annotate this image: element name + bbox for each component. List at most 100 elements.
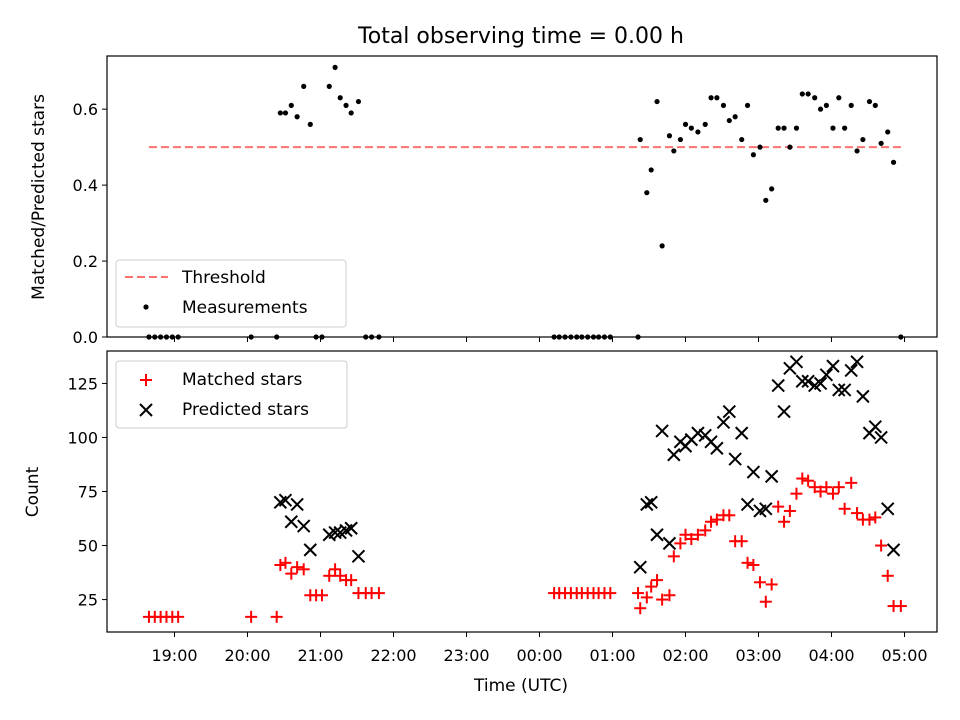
bottom-y-ticks: 25 50 75 100 125: [67, 374, 107, 610]
matched-star-point: [699, 524, 712, 537]
matched-star-point: [741, 556, 754, 569]
predicted-star-point: [633, 560, 647, 574]
predicted-star-point: [801, 374, 815, 388]
x-tick-label: 04:00: [808, 646, 854, 665]
predicted-star-point: [819, 368, 834, 382]
measurement-point: [677, 136, 683, 143]
top-y-tick-label: 0.2: [73, 252, 98, 271]
bottom-legend: Matched stars Predicted stars: [115, 360, 348, 429]
measurement-point: [659, 243, 665, 249]
x-tick-label: 23:00: [443, 646, 489, 665]
predicted-star-point: [832, 383, 846, 397]
measurement-point: [288, 102, 294, 108]
bottom-legend-box: [115, 360, 348, 429]
measurement-point: [812, 95, 818, 101]
measurement-point: [732, 114, 738, 120]
matched-star-point: [735, 535, 748, 548]
predicted-star-point: [344, 521, 358, 535]
figure-title: Total observing time = 0.00 h: [357, 24, 684, 49]
measurement-point: [836, 95, 842, 101]
matched-star-point: [869, 511, 882, 524]
measurement-point: [343, 102, 349, 108]
measurement-point: [666, 133, 673, 139]
matched-star-point: [663, 589, 676, 602]
top-legend-box: [115, 259, 347, 328]
predicted-star-point: [691, 426, 705, 440]
matched-star-point: [323, 569, 336, 582]
predicted-star-point: [746, 465, 761, 479]
matched-star-point: [667, 550, 680, 563]
measurement-point: [744, 102, 751, 108]
measurement-point: [854, 148, 860, 154]
predicted-star-point: [740, 497, 755, 512]
matched-star-point: [285, 567, 298, 580]
measurement-point: [337, 95, 343, 101]
matched-star-point: [270, 610, 283, 623]
measurement-point: [866, 98, 873, 105]
measurement-point: [830, 125, 836, 131]
matched-star-points: [142, 472, 907, 623]
bottom-axes-frame: [106, 350, 938, 633]
measurement-point: [860, 136, 866, 143]
measurement-point: [769, 186, 775, 192]
predicted-star-point: [789, 355, 804, 369]
predicted-star-point: [710, 441, 724, 455]
bottom-y-tick-label: 50: [78, 537, 98, 556]
matched-star-point: [863, 513, 876, 526]
top-y-ticks: 0.0 0.2 0.4 0.6: [73, 100, 107, 347]
top-legend: Threshold Measurements: [115, 259, 347, 328]
measurement-point: [726, 117, 732, 124]
matched-star-point: [710, 513, 723, 526]
matched-star-point: [172, 610, 185, 623]
x-axis-label: Time (UTC): [473, 676, 568, 696]
measurement-point: [799, 91, 805, 97]
predicted-star-point: [735, 426, 749, 440]
measurement-point: [890, 159, 897, 165]
predicted-star-point: [764, 469, 779, 484]
matched-star-point: [747, 558, 760, 571]
matched-star-point: [691, 528, 704, 541]
matched-star-point: [838, 502, 851, 515]
measurement-point: [872, 102, 878, 108]
predicted-star-point: [303, 543, 317, 557]
predicted-star-point: [297, 519, 311, 533]
matched-star-point: [759, 595, 772, 608]
matched-star-point: [753, 576, 766, 589]
measurement-point: [720, 102, 727, 108]
matched-star-point: [832, 481, 845, 494]
top-y-axis-label: Matched/Predicted stars: [29, 94, 49, 300]
measurement-point: [682, 121, 689, 127]
legend-measurements-label: Measurements: [182, 298, 308, 318]
legend-threshold-label: Threshold: [181, 268, 266, 288]
matched-star-point: [820, 481, 833, 494]
matched-star-point: [632, 587, 645, 600]
top-axes-frame: [106, 55, 938, 338]
matched-star-point: [723, 509, 736, 522]
matched-star-point: [640, 591, 653, 604]
x-tick-label: 22:00: [370, 646, 416, 665]
measurement-point: [282, 110, 289, 116]
predicted-star-point: [826, 359, 840, 373]
predicted-star-point: [351, 549, 366, 564]
measurement-point: [307, 121, 313, 127]
x-tick-label: 03:00: [735, 646, 781, 665]
predicted-star-point: [813, 376, 828, 391]
measurement-point: [637, 136, 643, 143]
predicted-star-point: [640, 497, 654, 512]
matched-star-point: [634, 602, 647, 615]
predicted-star-point: [759, 502, 773, 516]
predicted-star-point: [844, 363, 858, 378]
bottom-y-axis-label: Count: [23, 466, 43, 517]
measurement-point: [702, 121, 708, 127]
measurement-point: [817, 106, 824, 112]
predicted-star-point: [644, 495, 658, 510]
matched-star-point: [783, 504, 796, 517]
measurement-point: [714, 95, 720, 101]
measurement-point: [355, 98, 362, 105]
matched-star-point: [802, 474, 815, 487]
matched-star-point: [796, 472, 809, 485]
bottom-y-tick-label: 100: [67, 428, 98, 447]
matched-star-point: [881, 569, 894, 582]
top-y-tick-label: 0.0: [73, 328, 98, 347]
